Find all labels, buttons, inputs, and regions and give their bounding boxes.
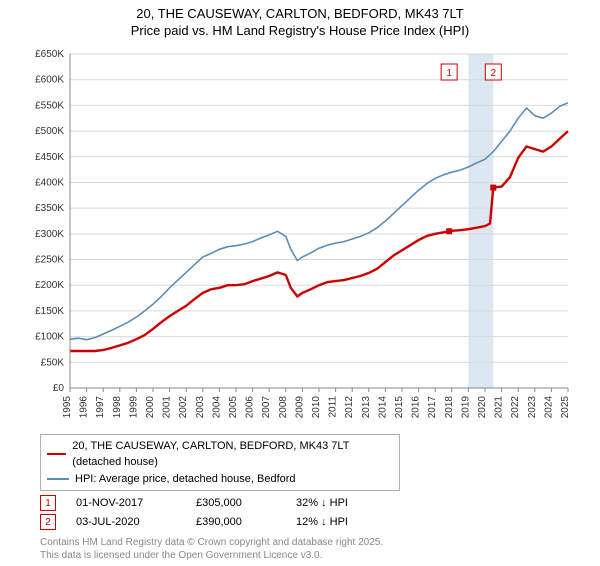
svg-text:£650K: £650K: [35, 49, 64, 60]
svg-text:£0: £0: [53, 383, 65, 394]
svg-text:2011: 2011: [328, 395, 339, 417]
sale-price-2: £390,000: [196, 516, 276, 528]
svg-text:£150K: £150K: [35, 306, 64, 317]
svg-text:£300K: £300K: [35, 229, 64, 240]
svg-text:2000: 2000: [145, 395, 156, 418]
chart-area: £0 £50K £100K £150K £200K £250K £300K £350K £400…: [20, 48, 580, 428]
svg-text:2017: 2017: [427, 395, 438, 418]
svg-text:2015: 2015: [394, 395, 405, 418]
svg-text:2016: 2016: [411, 395, 422, 418]
svg-text:2002: 2002: [178, 395, 189, 418]
svg-text:2013: 2013: [361, 395, 372, 418]
svg-text:2005: 2005: [228, 395, 239, 418]
svg-text:£450K: £450K: [35, 152, 64, 163]
svg-text:£250K: £250K: [35, 254, 64, 265]
svg-text:£400K: £400K: [35, 177, 64, 188]
legend-box: 20, THE CAUSEWAY, CARLTON, BEDFORD, MK43…: [40, 434, 400, 492]
chart-title: 20, THE CAUSEWAY, CARLTON, BEDFORD, MK43…: [8, 6, 592, 40]
svg-text:2008: 2008: [278, 395, 289, 418]
svg-text:£550K: £550K: [35, 100, 64, 111]
svg-text:2004: 2004: [211, 395, 222, 418]
svg-text:£200K: £200K: [35, 280, 64, 291]
svg-text:2009: 2009: [294, 395, 305, 418]
svg-text:£350K: £350K: [35, 203, 64, 214]
svg-text:2012: 2012: [344, 395, 355, 418]
svg-text:1: 1: [446, 68, 452, 79]
svg-text:2025: 2025: [560, 395, 571, 418]
svg-text:2023: 2023: [527, 395, 538, 418]
chart-container: 20, THE CAUSEWAY, CARLTON, BEDFORD, MK43…: [0, 0, 600, 566]
legend-label-1: 20, THE CAUSEWAY, CARLTON, BEDFORD, MK43…: [72, 438, 393, 471]
svg-text:1998: 1998: [112, 395, 123, 418]
svg-text:2: 2: [491, 68, 497, 79]
legend-label-2: HPI: Average price, detached house, Bedf…: [75, 471, 296, 488]
legend-swatch-1: [47, 453, 66, 455]
sale-badge-2: 2: [40, 514, 56, 530]
sale-badge-1: 1: [40, 495, 56, 511]
sale-date-2: 03-JUL-2020: [76, 516, 176, 528]
svg-text:£100K: £100K: [35, 331, 64, 342]
footer-text: Contains HM Land Registry data © Crown c…: [40, 536, 592, 562]
svg-text:2001: 2001: [162, 395, 173, 418]
svg-text:2019: 2019: [460, 395, 471, 418]
svg-text:2024: 2024: [543, 395, 554, 418]
svg-text:2018: 2018: [444, 395, 455, 418]
title-line1: 20, THE CAUSEWAY, CARLTON, BEDFORD, MK43…: [136, 6, 464, 21]
svg-text:£50K: £50K: [41, 357, 65, 368]
svg-text:1995: 1995: [62, 395, 73, 418]
svg-text:£500K: £500K: [35, 126, 64, 137]
sale-price-1: £305,000: [196, 497, 276, 509]
svg-text:2020: 2020: [477, 395, 488, 418]
sale-date-1: 01-NOV-2017: [76, 497, 176, 509]
svg-text:2003: 2003: [195, 395, 206, 418]
svg-text:2010: 2010: [311, 395, 322, 418]
legend-swatch-2: [47, 478, 69, 480]
svg-text:£600K: £600K: [35, 74, 64, 85]
svg-text:1999: 1999: [128, 395, 139, 418]
sale-delta-2: 12% ↓ HPI: [296, 516, 348, 528]
sale-delta-1: 32% ↓ HPI: [296, 497, 348, 509]
chart-svg: £0 £50K £100K £150K £200K £250K £300K £350K £400…: [20, 48, 580, 428]
svg-text:2006: 2006: [245, 395, 256, 418]
svg-text:1996: 1996: [79, 395, 90, 418]
svg-text:2014: 2014: [377, 395, 388, 418]
svg-text:2022: 2022: [510, 395, 521, 418]
sale-row-2: 2 03-JUL-2020 £390,000 12% ↓ HPI: [40, 514, 592, 530]
title-line2: Price paid vs. HM Land Registry's House …: [131, 23, 469, 38]
legend-row-1: 20, THE CAUSEWAY, CARLTON, BEDFORD, MK43…: [47, 438, 393, 471]
svg-text:1997: 1997: [95, 395, 106, 418]
svg-text:2007: 2007: [261, 395, 272, 418]
footer-line1: Contains HM Land Registry data © Crown c…: [40, 537, 383, 548]
legend-row-2: HPI: Average price, detached house, Bedf…: [47, 471, 393, 488]
svg-text:2021: 2021: [494, 395, 505, 418]
sale-row-1: 1 01-NOV-2017 £305,000 32% ↓ HPI: [40, 495, 592, 511]
